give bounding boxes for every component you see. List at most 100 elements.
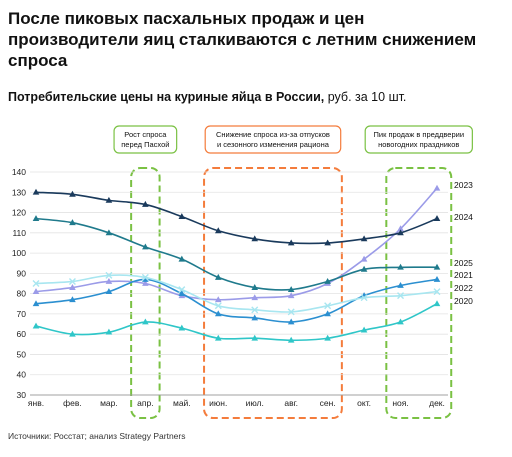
data-point [397, 263, 404, 270]
data-point [178, 286, 186, 294]
data-point [360, 265, 368, 272]
series-line-2022 [35, 274, 438, 313]
data-point [142, 275, 149, 282]
source-note: Источники: Росстат; анализ Strategy Part… [8, 431, 186, 441]
annotation-text: и сезонного изменения рациона [217, 140, 330, 149]
x-tick-label: авг. [284, 398, 298, 408]
data-point [178, 324, 186, 331]
x-tick-label: сен. [320, 398, 336, 408]
data-point [69, 219, 76, 226]
y-tick-label: 120 [12, 208, 26, 218]
data-point [433, 263, 441, 270]
data-point [214, 227, 222, 234]
data-point [32, 215, 40, 222]
data-point [178, 290, 186, 297]
data-point [433, 215, 441, 222]
y-tick-label: 140 [12, 167, 26, 177]
data-point [69, 284, 76, 290]
data-point [324, 302, 332, 310]
data-point [433, 184, 441, 191]
x-tick-label: фев. [63, 398, 82, 408]
data-point [251, 334, 259, 341]
data-point [251, 284, 259, 290]
x-tick-label: апр. [137, 398, 153, 408]
data-point [214, 302, 222, 310]
y-tick-label: 30 [17, 390, 27, 400]
data-point [324, 277, 331, 284]
data-point [214, 296, 222, 303]
annotation-box-2 [364, 125, 473, 154]
data-point [251, 314, 259, 321]
annotation-box-0 [113, 125, 178, 154]
data-point [287, 239, 295, 246]
series-label: 2024 [454, 212, 473, 222]
y-tick-label: 50 [17, 349, 27, 359]
series-line-2020 [35, 303, 438, 342]
data-point [105, 271, 113, 279]
data-point [251, 235, 259, 242]
series-line-2021 [35, 278, 438, 323]
data-point [105, 229, 113, 236]
chart-title: После пиковых пасхальных продаж и цен пр… [8, 9, 477, 70]
series-label: 2021 [454, 270, 473, 280]
data-point [397, 225, 404, 232]
x-tick-label: дек. [429, 398, 445, 408]
data-point [142, 280, 149, 286]
y-tick-label: 80 [17, 289, 27, 299]
series-line-2023 [35, 187, 438, 301]
data-point [178, 213, 186, 219]
x-tick-label: окт. [357, 398, 371, 408]
data-point [251, 306, 259, 314]
annotation-frame-2 [385, 167, 453, 419]
data-point [433, 288, 441, 296]
data-point [32, 188, 40, 195]
data-point [141, 273, 149, 281]
annotation-frame-1 [203, 167, 343, 419]
x-tick-label: июл. [246, 398, 264, 408]
data-point [32, 322, 40, 329]
annotation-text: Пик продаж в преддверии [374, 130, 465, 139]
data-point [142, 318, 149, 325]
x-tick-label: янв. [28, 398, 44, 408]
data-point [105, 328, 113, 335]
subtitle-bold: Потребительские цены на куриные яйца в Р… [8, 90, 325, 104]
data-point [287, 286, 295, 292]
series-label: 2020 [454, 296, 473, 306]
data-point [32, 300, 40, 307]
subtitle-unit: руб. за 10 шт. [324, 90, 407, 104]
data-point [360, 235, 368, 242]
data-point [251, 294, 259, 301]
data-point [32, 280, 40, 287]
y-tick-label: 90 [17, 268, 27, 278]
data-point [287, 292, 295, 299]
y-tick-label: 100 [12, 248, 26, 258]
data-point [69, 190, 76, 197]
data-point [142, 200, 149, 207]
annotation-text: Рост спроса [124, 130, 167, 139]
x-tick-label: май. [173, 398, 191, 408]
y-tick-label: 70 [17, 309, 27, 319]
series-line-2024 [35, 191, 438, 245]
data-point [433, 300, 441, 307]
series-label: 2025 [454, 258, 473, 268]
data-point [287, 336, 295, 343]
data-point [105, 277, 113, 284]
data-point [287, 308, 295, 316]
data-point [214, 334, 222, 341]
y-tick-label: 110 [12, 228, 26, 238]
data-point [360, 255, 368, 262]
annotation-frame-0 [130, 167, 161, 419]
data-point [397, 229, 404, 236]
x-tick-label: июн. [209, 398, 227, 408]
data-point [397, 318, 404, 325]
data-point [32, 288, 40, 295]
annotation-box-1 [204, 125, 342, 154]
data-point [324, 334, 331, 341]
data-point [68, 277, 76, 285]
data-point [105, 196, 113, 203]
data-point [142, 243, 149, 250]
data-point [324, 310, 331, 317]
data-point [69, 296, 76, 303]
